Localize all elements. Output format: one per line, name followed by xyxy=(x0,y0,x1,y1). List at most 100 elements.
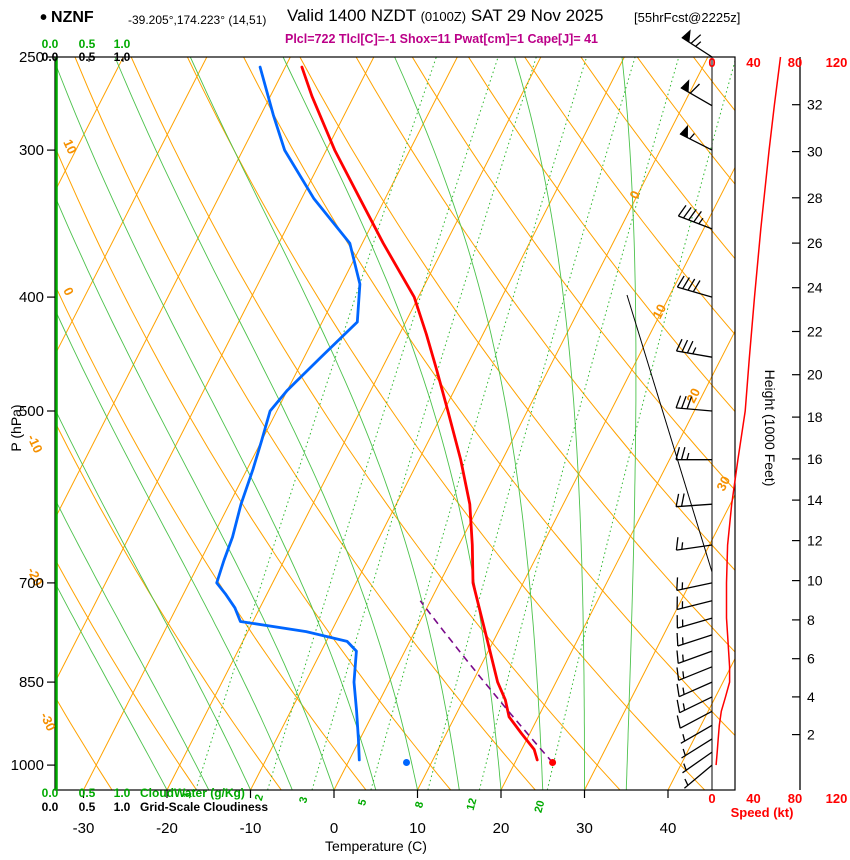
speed-tick-label-bottom: 0 xyxy=(708,791,715,806)
mixing-ratio-label: 20 xyxy=(533,799,548,814)
height-tick-label: 18 xyxy=(807,409,823,425)
wind-barb-full xyxy=(676,667,680,681)
height-tick-label: 2 xyxy=(807,727,815,743)
mixing-ratio-line xyxy=(370,57,588,790)
temp-tick-label: -10 xyxy=(240,820,262,837)
dry-adiabat-label: -10 xyxy=(24,432,46,455)
speed-tick-label-top: 0 xyxy=(708,55,715,70)
wind-barb-full xyxy=(682,277,690,290)
wind-barb-staff xyxy=(680,724,713,744)
dry-adiabat-line xyxy=(411,57,735,491)
surface-temperature-dot xyxy=(549,759,557,766)
pressure-tick-label: 400 xyxy=(19,289,44,306)
temp-tick-label: -20 xyxy=(156,820,178,837)
cloudwater-scale-top: 0.0 xyxy=(42,37,59,51)
wind-barb-full xyxy=(675,537,679,551)
pressure-tick-label: 300 xyxy=(19,142,44,159)
height-tick-label: 16 xyxy=(807,451,823,467)
dry-adiabat-label: -20 xyxy=(24,565,46,588)
speed-tick-label-top: 120 xyxy=(826,55,848,70)
cloudwater-scale-top: 0.5 xyxy=(79,37,96,51)
speed-profile-curve xyxy=(715,56,782,766)
parcel-path xyxy=(419,600,554,764)
moist-adiabat-line xyxy=(394,57,544,790)
temp-tick-label: 20 xyxy=(493,820,510,837)
cloudwater-scale-bottom: 0.5 xyxy=(79,786,96,800)
temp-tick-label: 10 xyxy=(409,820,426,837)
moist-adiabat-line xyxy=(282,57,502,790)
height-tick-label: 4 xyxy=(807,689,815,705)
mixing-ratio-label: 5 xyxy=(356,798,369,807)
mixing-ratio-label: 3 xyxy=(297,796,310,805)
height-tick-label: 12 xyxy=(807,533,823,549)
wind-barb-full xyxy=(690,34,702,44)
isotherm-line xyxy=(55,57,208,356)
valid-time-prefix: Valid 1400 NZDT xyxy=(287,6,416,25)
wind-barb-half xyxy=(689,133,695,140)
height-tick-label: 8 xyxy=(807,612,815,628)
wind-barb-flag xyxy=(680,79,690,93)
mixing-ratio-line xyxy=(546,59,735,790)
plot-frame xyxy=(54,56,736,791)
temp-tick-label: -30 xyxy=(73,820,95,837)
wind-barb-full xyxy=(675,338,683,352)
isotherm-line xyxy=(55,57,375,684)
dry-adiabat-line xyxy=(55,695,113,790)
station-code: NZNF xyxy=(51,9,94,26)
wind-barb-full xyxy=(682,207,692,219)
temperature-curve xyxy=(300,65,539,762)
cloudwater-scale-bottom: 0.0 xyxy=(42,786,59,800)
wind-barb-full xyxy=(676,650,679,664)
temperature-axis-title: Temperature (C) xyxy=(325,838,427,854)
speed-tick-label-bottom: 40 xyxy=(746,791,760,806)
forecast-hour-label: [55hrFcst@2225z] xyxy=(634,10,741,25)
dewpoint-curve xyxy=(215,65,362,762)
dry-adiabat-line xyxy=(299,57,735,653)
cloudwater-axis-label: CloudWater (g/Kg) xyxy=(140,786,245,800)
valid-time-title: Valid 1400 NZDT (0100Z) SAT 29 Nov 2025 xyxy=(287,6,603,26)
wind-barb-half xyxy=(682,687,685,695)
wind-barb-full xyxy=(680,395,687,409)
dry-adiabat-label: 10 xyxy=(60,137,80,156)
wind-barb-staff xyxy=(683,764,713,789)
cloudwater-scale-bottom: 1.0 xyxy=(114,786,131,800)
wind-barb-half xyxy=(682,671,685,679)
dry-adiabat-line xyxy=(243,57,735,737)
dry-adiabat-line xyxy=(186,57,706,790)
mixing-ratio-label: 2 xyxy=(253,793,266,802)
wind-barb-full xyxy=(677,205,687,217)
dry-adiabat-label: -30 xyxy=(37,710,59,733)
isotherm-line xyxy=(166,57,542,790)
cloudiness-scale-bottom: 0.5 xyxy=(79,800,96,814)
speed-axis-title: Speed (kt) xyxy=(730,805,794,820)
wind-barb-staff xyxy=(681,738,713,759)
wind-barbs xyxy=(675,29,713,789)
isotherm-line xyxy=(333,57,709,790)
pressure-axis-title: P (hPa) xyxy=(8,404,24,452)
mixing-ratio-line xyxy=(267,57,499,790)
isotherm-label: 20 xyxy=(683,386,703,406)
isotherm-label: 10 xyxy=(649,302,669,322)
wind-barb-staff xyxy=(681,36,713,58)
cloudiness-scale-top: 1.0 xyxy=(114,50,131,64)
height-tick-label: 10 xyxy=(807,573,823,589)
mixing-ratio-line xyxy=(195,57,437,790)
height-tick-label: 28 xyxy=(807,190,823,206)
diagonal-reference-line xyxy=(626,294,713,573)
moist-adiabat-line xyxy=(514,57,585,790)
dry-adiabat-line xyxy=(130,57,621,790)
wind-barb-full xyxy=(688,209,697,221)
mixing-ratio-line xyxy=(478,57,680,790)
wind-barb-full xyxy=(692,280,701,293)
bullet-icon: • xyxy=(40,7,48,29)
wind-barb-half xyxy=(695,41,702,47)
wind-barb-half xyxy=(682,654,684,662)
wind-barb-full xyxy=(676,699,681,713)
wind-barb-full xyxy=(676,275,685,288)
valid-time-zulu: (0100Z) xyxy=(420,9,467,24)
cloudiness-axis-label: Grid-Scale Cloudiness xyxy=(140,800,269,814)
wind-barb-full xyxy=(686,340,694,354)
station-header: • NZNF xyxy=(40,7,94,30)
speed-tick-label-top: 40 xyxy=(746,55,760,70)
